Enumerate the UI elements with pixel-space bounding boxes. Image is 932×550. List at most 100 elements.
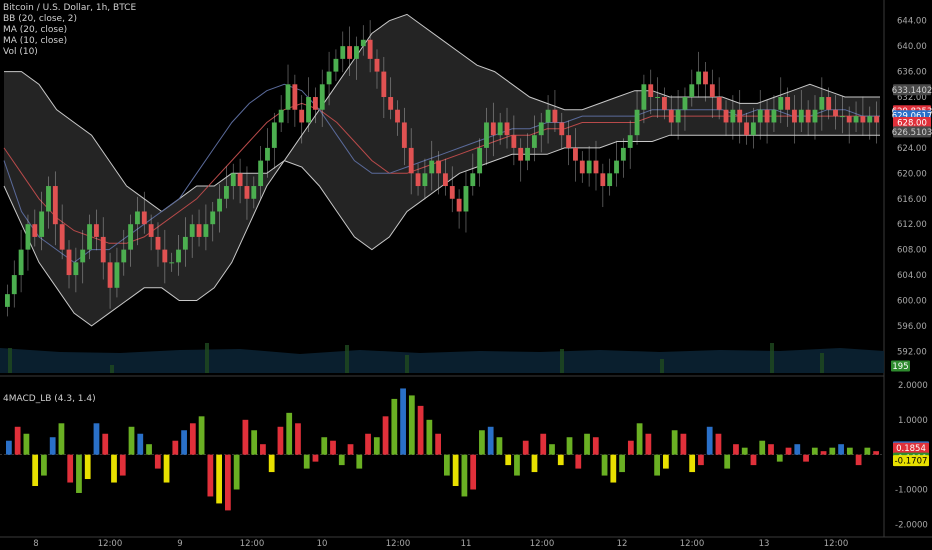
candle-body: [559, 122, 565, 136]
chart-legend: Bitcoin / U.S. Dollar, 1h, BTCE BB (20, …: [3, 3, 136, 58]
candle-body: [381, 71, 387, 98]
candle-body: [244, 186, 250, 199]
legend-ma20: MA (20, close): [3, 25, 68, 35]
candle-body: [456, 198, 462, 212]
candle-body: [812, 109, 818, 123]
candle-body: [655, 97, 660, 99]
macd-bar: [365, 433, 371, 455]
candle-body: [333, 58, 339, 72]
candle-body: [258, 160, 264, 187]
macd-bar: [698, 454, 704, 466]
candle-body: [648, 84, 654, 98]
candle-body: [675, 109, 681, 123]
macd-bar: [154, 454, 161, 469]
candle-body: [80, 249, 86, 263]
candle-body: [203, 224, 209, 237]
candle-body: [703, 71, 708, 85]
macd-bar: [321, 437, 328, 455]
candle-body: [39, 211, 45, 237]
candle-body: [764, 109, 770, 123]
candle-body: [319, 84, 325, 110]
macd-bar: [128, 426, 135, 455]
candle-body: [107, 262, 113, 288]
macd-bar: [627, 440, 634, 455]
bollinger-band-fill: [4, 14, 880, 326]
macd-bar: [23, 433, 30, 455]
macd-bar: [575, 454, 582, 469]
candle-body: [93, 224, 99, 237]
macd-bar: [286, 412, 293, 455]
candle-body: [798, 109, 804, 123]
candle-body: [87, 224, 92, 250]
candle-body: [771, 109, 777, 123]
candle-body: [271, 122, 277, 148]
candle-body: [32, 224, 38, 237]
macd-bar: [444, 454, 450, 476]
macd-badge: [893, 442, 929, 454]
macd-bar: [76, 454, 82, 493]
candle-body: [135, 211, 140, 225]
price-tick-label: 636.00: [897, 68, 927, 78]
candle-body: [429, 160, 435, 174]
candle-body: [538, 122, 544, 136]
price-tick-label: 644.00: [897, 17, 927, 27]
candle-body: [874, 116, 879, 123]
candle-body: [757, 109, 763, 123]
candle-body: [189, 224, 195, 237]
candle-body: [709, 84, 715, 98]
macd-bar: [601, 454, 608, 476]
macd-bar: [452, 454, 459, 487]
candle-body: [278, 109, 284, 123]
macd-bar: [32, 454, 39, 487]
macd-bar: [838, 444, 844, 455]
macd-bar: [111, 454, 117, 483]
volume-bar: [405, 355, 409, 373]
candle-body: [360, 39, 366, 47]
macd-tick-label: 2.0000: [898, 381, 928, 391]
candle-body: [463, 186, 469, 212]
price-tick-label: 592.00: [897, 347, 927, 357]
candle-body: [299, 109, 305, 123]
macd-bar: [540, 433, 547, 455]
macd-bar: [733, 444, 739, 455]
legend-bb: BB (20, close, 2): [3, 14, 78, 24]
macd-bar: [146, 444, 152, 455]
candle-body: [415, 173, 421, 187]
price-tick-label: 632.00: [897, 93, 927, 103]
candle-body: [73, 262, 79, 276]
price-tick-label: 624.00: [897, 144, 927, 154]
candle-body: [470, 173, 476, 187]
macd-bar: [49, 437, 56, 455]
candle-body: [196, 224, 202, 237]
macd-bar: [391, 398, 398, 455]
candle-body: [805, 109, 811, 123]
candle-body: [5, 294, 10, 307]
macd-bar: [198, 416, 205, 455]
time-tick-label: 12:00: [680, 539, 705, 549]
candle-body: [579, 160, 585, 174]
macd-bar: [268, 454, 275, 473]
volume-badge: [891, 360, 910, 372]
legend-symbol: Bitcoin / U.S. Dollar, 1h, BTCE: [3, 3, 137, 13]
macd-bar: [225, 454, 231, 511]
time-tick-label: 9: [177, 539, 182, 549]
candle-body: [662, 97, 667, 110]
candle-body: [224, 186, 229, 199]
volume-bar: [110, 365, 114, 373]
macd-bar: [715, 433, 722, 455]
candle-body: [867, 116, 873, 123]
volume-badge-label: 195: [892, 362, 908, 372]
volume-area: [0, 348, 884, 373]
price-badge-label: 633.1402: [892, 86, 932, 96]
candle-body: [484, 122, 489, 148]
candle-body: [395, 109, 400, 123]
candle-body: [436, 160, 441, 174]
candle-body: [696, 71, 702, 85]
candle-body: [853, 116, 859, 123]
candle-body: [251, 186, 257, 199]
macd-bar: [724, 454, 731, 469]
candle-body: [46, 186, 51, 212]
macd-bar: [873, 451, 879, 455]
macd-bar: [242, 419, 249, 455]
